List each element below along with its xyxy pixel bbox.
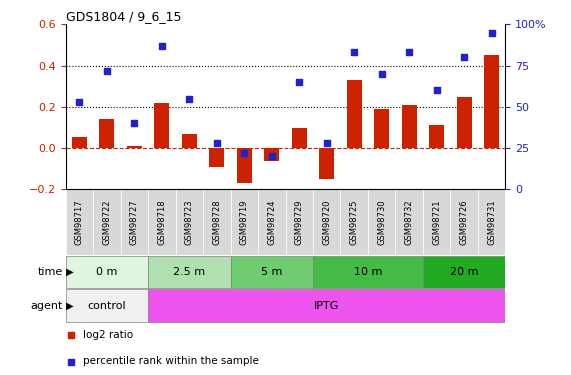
Point (102, 68, 111, 74)
Point (212, 140, 222, 146)
Text: GSM98725: GSM98725 (349, 199, 359, 245)
Text: ▶: ▶ (63, 267, 74, 277)
Text: GSM98730: GSM98730 (377, 199, 386, 245)
Text: GSM98728: GSM98728 (212, 199, 222, 245)
FancyBboxPatch shape (231, 189, 258, 255)
Point (75, 99, 84, 105)
Text: 0 m: 0 m (96, 267, 118, 277)
Point (349, 50, 359, 55)
Point (432, 87, 441, 93)
Text: GSM98721: GSM98721 (432, 199, 441, 245)
Bar (72, 137, 87, 148)
Text: GSM98729: GSM98729 (295, 199, 304, 245)
Text: GSM98722: GSM98722 (102, 199, 111, 245)
Bar (127, 146, 142, 148)
Point (405, 50, 414, 55)
Text: GSM98724: GSM98724 (267, 199, 276, 245)
Text: GDS1804 / 9_6_15: GDS1804 / 9_6_15 (66, 10, 181, 23)
FancyBboxPatch shape (176, 189, 203, 255)
Text: agent: agent (30, 301, 63, 310)
FancyBboxPatch shape (120, 189, 148, 255)
Bar (264, 148, 279, 160)
FancyBboxPatch shape (451, 189, 478, 255)
FancyBboxPatch shape (231, 256, 313, 288)
Bar (292, 128, 307, 148)
Bar (209, 148, 224, 166)
Text: GSM98720: GSM98720 (322, 199, 331, 245)
FancyBboxPatch shape (258, 189, 286, 255)
Bar (429, 125, 444, 148)
Bar (457, 97, 472, 148)
Text: 20 m: 20 m (450, 267, 478, 277)
Text: ▶: ▶ (63, 301, 74, 310)
FancyBboxPatch shape (66, 256, 148, 288)
FancyBboxPatch shape (313, 256, 423, 288)
Bar (347, 80, 362, 148)
Point (240, 150, 249, 156)
Bar (182, 134, 197, 148)
Text: 2.5 m: 2.5 m (173, 267, 206, 277)
Text: GSM98727: GSM98727 (130, 199, 139, 245)
Bar (374, 109, 389, 148)
FancyBboxPatch shape (423, 189, 451, 255)
Point (487, 30, 496, 36)
FancyBboxPatch shape (66, 189, 93, 255)
Point (267, 153, 276, 159)
Text: GSM98717: GSM98717 (75, 199, 84, 245)
FancyBboxPatch shape (66, 290, 148, 322)
Text: GSM98726: GSM98726 (460, 199, 469, 245)
FancyBboxPatch shape (368, 189, 395, 255)
Text: GSM98718: GSM98718 (158, 199, 166, 245)
Text: GSM98731: GSM98731 (487, 199, 496, 245)
FancyBboxPatch shape (148, 189, 176, 255)
FancyBboxPatch shape (423, 256, 505, 288)
FancyBboxPatch shape (148, 256, 231, 288)
Bar (401, 105, 417, 148)
FancyBboxPatch shape (148, 290, 505, 322)
Text: GSM98719: GSM98719 (240, 199, 249, 245)
Point (377, 71, 386, 77)
Bar (154, 103, 170, 148)
Text: 10 m: 10 m (354, 267, 382, 277)
Text: 5 m: 5 m (261, 267, 283, 277)
Point (295, 79, 304, 85)
Bar (484, 56, 499, 148)
FancyBboxPatch shape (93, 189, 120, 255)
Bar (99, 119, 114, 148)
Text: percentile rank within the sample: percentile rank within the sample (83, 357, 259, 366)
FancyBboxPatch shape (340, 189, 368, 255)
FancyBboxPatch shape (203, 189, 231, 255)
Text: IPTG: IPTG (314, 301, 339, 310)
Point (460, 54, 469, 60)
Point (130, 120, 139, 126)
Text: control: control (87, 301, 126, 310)
FancyBboxPatch shape (478, 189, 505, 255)
Point (185, 96, 194, 102)
Text: GSM98723: GSM98723 (185, 199, 194, 245)
Text: log2 ratio: log2 ratio (83, 330, 133, 340)
FancyBboxPatch shape (395, 189, 423, 255)
Point (322, 140, 331, 146)
FancyBboxPatch shape (313, 189, 340, 255)
Bar (319, 148, 334, 179)
Text: time: time (38, 267, 63, 277)
Text: GSM98732: GSM98732 (405, 199, 413, 245)
Bar (237, 148, 252, 183)
FancyBboxPatch shape (286, 189, 313, 255)
Point (157, 43, 166, 49)
